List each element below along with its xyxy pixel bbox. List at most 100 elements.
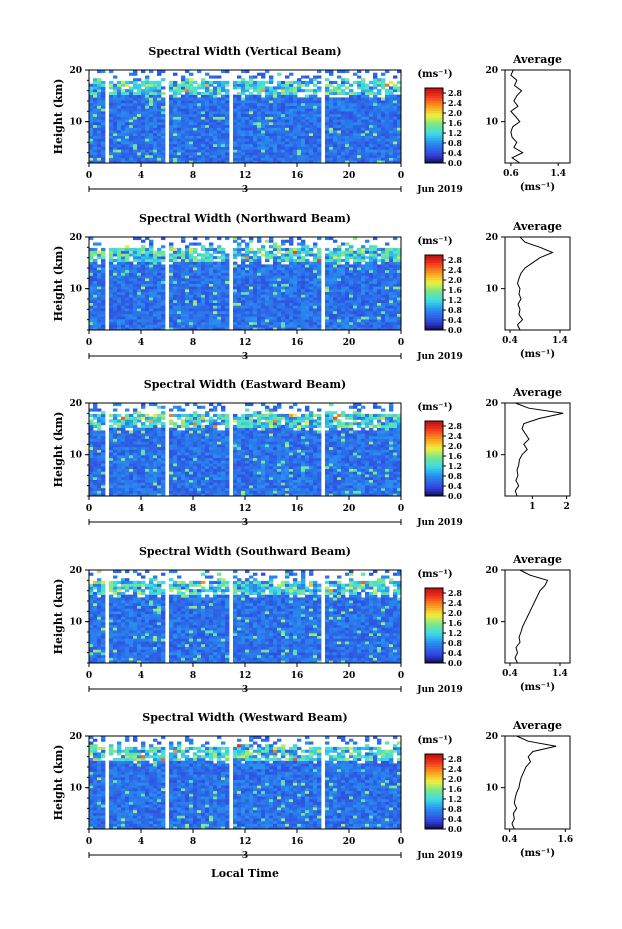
heatmap-cell — [245, 100, 250, 104]
heatmap-cell — [277, 72, 282, 76]
heatmap-cell — [261, 321, 266, 325]
heatmap-cell — [113, 297, 118, 301]
heatmap-cell — [245, 141, 250, 145]
heatmap-cell — [185, 94, 190, 98]
heatmap-cell — [389, 108, 394, 112]
heatmap-cell — [277, 80, 282, 84]
heatmap-cell — [89, 302, 94, 306]
heatmap-cell — [93, 152, 98, 156]
heatmap-cell — [181, 319, 186, 323]
heatmap-cell — [349, 105, 354, 109]
heatmap-cell — [141, 119, 146, 123]
heatmap-cell — [101, 476, 106, 480]
heatmap-cell — [193, 308, 198, 312]
heatmap-cell — [297, 78, 302, 82]
heatmap-cell — [361, 119, 366, 123]
heatmap-cell — [197, 97, 202, 101]
heatmap-cell — [353, 157, 358, 161]
heatmap-cell — [245, 152, 250, 156]
heatmap-cell — [117, 119, 122, 123]
colorbar-segment — [425, 88, 443, 91]
heatmap-cell — [253, 299, 258, 303]
heatmap-cell — [221, 261, 226, 265]
heatmap-cell — [385, 97, 390, 101]
heatmap-cell — [213, 247, 218, 251]
heatmap-cell — [109, 247, 114, 251]
heatmap-cell — [393, 154, 398, 158]
heatmap-cell — [261, 97, 266, 101]
heatmap-cell — [253, 130, 258, 134]
heatmap-cell — [181, 299, 186, 303]
average-frame — [504, 236, 571, 331]
heatmap-cell — [117, 264, 122, 268]
heatmap-cell — [109, 305, 114, 309]
heatmap-cell — [237, 308, 242, 312]
heatmap-cell — [349, 280, 354, 284]
heatmap-cell — [221, 299, 226, 303]
heatmap-cell — [137, 247, 142, 251]
heatmap-cell — [213, 141, 218, 145]
heatmap-cell — [153, 105, 158, 109]
heatmap-cell — [245, 267, 250, 271]
heatmap-cell — [361, 280, 366, 284]
heatmap-cell — [269, 149, 274, 153]
heatmap-cell — [341, 149, 346, 153]
heatmap-cell — [197, 105, 202, 109]
heatmap-cell — [161, 78, 166, 82]
heatmap-cell — [257, 319, 262, 323]
heatmap-cell — [293, 283, 298, 287]
heatmap-cell — [233, 253, 238, 257]
heatmap-cell — [185, 130, 190, 134]
heatmap-cell — [397, 289, 402, 293]
heatmap-cell — [101, 89, 106, 93]
heatmap-cell — [169, 310, 174, 314]
heatmap-cell — [197, 327, 202, 331]
heatmap-cell — [197, 289, 202, 293]
heatmap-cell — [197, 113, 202, 117]
heatmap-cell — [217, 280, 222, 284]
heatmap-cell — [269, 135, 274, 139]
heatmap-cell — [373, 269, 378, 273]
heatmap-cell — [377, 327, 382, 331]
heatmap-cell — [89, 321, 94, 325]
heatmap-cell — [117, 289, 122, 293]
heatmap-cell — [341, 157, 346, 161]
heatmap-cell — [197, 275, 202, 279]
heatmap-cell — [241, 91, 246, 95]
heatmap-cell — [221, 102, 226, 106]
heatmap-cell — [121, 280, 126, 284]
heatmap-cell — [381, 280, 386, 284]
heatmap-cell — [397, 258, 402, 262]
heatmap-cell — [373, 94, 378, 98]
heatmap-cell — [89, 299, 94, 303]
heatmap-cell — [369, 294, 374, 298]
heatmap-cell — [137, 452, 142, 456]
heatmap-cell — [217, 316, 222, 320]
heatmap-cell — [289, 242, 294, 246]
heatmap-cell — [341, 97, 346, 101]
heatmap-cell — [253, 111, 258, 115]
heatmap-cell — [193, 324, 198, 328]
heatmap-cell — [305, 149, 310, 153]
heatmap-cell — [109, 479, 114, 483]
heatmap-cell — [213, 91, 218, 95]
heatmap-cell — [365, 100, 370, 104]
heatmap-cell — [101, 138, 106, 142]
heatmap-cell — [189, 127, 194, 131]
heatmap-cell — [281, 308, 286, 312]
heatmap-cell — [205, 305, 210, 309]
heatmap-cell — [193, 258, 198, 262]
heatmap-cell — [345, 291, 350, 295]
heatmap-cell — [117, 413, 122, 417]
heatmap-cell — [357, 154, 362, 158]
heatmap-cell — [93, 80, 98, 84]
heatmap-cell — [137, 446, 142, 450]
heatmap-cell — [253, 305, 258, 309]
heatmap-cell — [113, 132, 118, 136]
heatmap-cell — [353, 253, 358, 257]
heatmap-cell — [389, 149, 394, 153]
heatmap-cell — [237, 91, 242, 95]
heatmap-cell — [121, 247, 126, 251]
heatmap-cell — [297, 127, 302, 131]
heatmap-cell — [293, 80, 298, 84]
